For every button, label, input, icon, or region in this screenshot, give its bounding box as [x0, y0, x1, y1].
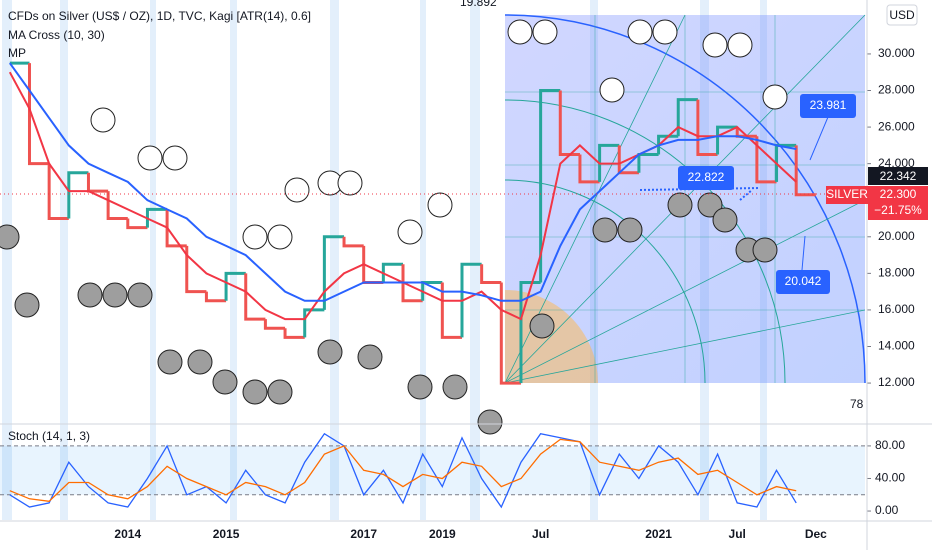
price-tag-label: 22.300: [880, 187, 917, 201]
price-tag-label: 22.342: [880, 169, 917, 183]
kagi-segment: [204, 291, 227, 303]
kagi-segment: [716, 125, 738, 155]
chart-title: CFDs on Silver (US$ / OZ), 1D, TVC, Kagi…: [8, 9, 311, 23]
x-tick-label: 2021: [645, 527, 672, 541]
y-tick-label: 30.000: [878, 46, 915, 60]
kagi-segment: [696, 99, 718, 157]
kagi-segment: [303, 308, 325, 338]
x-tick-label: Jul: [729, 527, 746, 541]
price-tag: [868, 167, 928, 185]
kagi-segment: [67, 171, 89, 219]
y-tick-label: 18.000: [878, 266, 915, 280]
x-tick-label: 2015: [213, 527, 240, 541]
x-tick-label: Jul: [532, 527, 549, 541]
plot-area: 2014 2015 2017 2019 Jul 2021 Jul Dec 12.000 14.00…: [0, 46, 915, 541]
currency-label[interactable]: USD: [889, 8, 915, 22]
kagi-segment: [283, 328, 305, 339]
x-tick-label: 2014: [114, 527, 141, 541]
callout-label: 20.042: [785, 274, 822, 288]
kagi-segment: [342, 236, 364, 248]
callout-label: 23.981: [810, 98, 847, 112]
kagi-segment: [755, 136, 777, 184]
kagi-segment: [362, 245, 384, 284]
symbol-tag-label: SILVER: [826, 187, 868, 201]
pnf-circles: [0, 19, 788, 435]
y-tick-label: 28.000: [878, 83, 915, 97]
annotation: 78: [850, 397, 864, 411]
kagi-segment: [598, 143, 620, 182]
gann-box: [504, 14, 866, 384]
kagi-segment: [401, 264, 423, 303]
kagi-segment: [499, 282, 521, 385]
kagi-segment: [480, 264, 502, 284]
price-tag: [868, 186, 928, 220]
y-tick-label: 40.00: [875, 471, 905, 485]
series-line: [9, 432, 797, 509]
x-tick-label: Dec: [805, 527, 827, 541]
kagi-segment: [244, 273, 266, 321]
y-tick-label: 12.000: [878, 375, 915, 389]
y-tick-label: 26.000: [878, 119, 915, 133]
kagi-segment: [794, 145, 816, 197]
callout-label: 22.822: [688, 170, 725, 184]
kagi-segment: [185, 245, 207, 294]
kagi-segment: [47, 163, 69, 221]
x-tick-label: 2019: [429, 527, 456, 541]
callouts: 23.981 22.822 20.042: [639, 94, 856, 294]
kagi-segment: [558, 90, 580, 157]
kagi-segment: [322, 235, 345, 310]
pane-title: Stoch (14, 1, 3): [8, 429, 90, 443]
kagi-segment: [145, 207, 168, 228]
kagi-segment: [539, 89, 561, 283]
y-tick-label: 14.000: [878, 339, 915, 353]
kagi-segment: [676, 98, 698, 137]
kagi-segment: [27, 63, 50, 166]
kagi-segment: [519, 280, 541, 384]
kagi-segment: [657, 134, 679, 155]
y-tick-label: 0.00: [875, 503, 899, 517]
indicator-label: MP: [8, 46, 26, 60]
price-tag-label: −21.75%: [874, 203, 922, 217]
indicator-label: MA Cross (10, 30): [8, 28, 105, 42]
y-tick-label: 20.000: [878, 229, 915, 243]
x-tick-label: 2017: [350, 527, 377, 541]
currency-box[interactable]: [886, 4, 918, 26]
y-tick-label: 80.00: [875, 438, 905, 452]
kagi-segment: [263, 319, 286, 330]
symbol-tag: [826, 186, 868, 204]
annotation: 19.892: [460, 0, 497, 9]
y-tick-label: 24.000: [878, 156, 915, 170]
series-line: [9, 438, 797, 502]
kagi-segment: [381, 262, 404, 283]
kagi-segment: [126, 218, 148, 230]
kagi-segment: [460, 262, 482, 338]
y-tick-label: 16.000: [878, 302, 915, 316]
kagi-segment: [578, 154, 600, 184]
kagi-segment: [86, 172, 109, 193]
kagi-segment: [224, 271, 246, 301]
